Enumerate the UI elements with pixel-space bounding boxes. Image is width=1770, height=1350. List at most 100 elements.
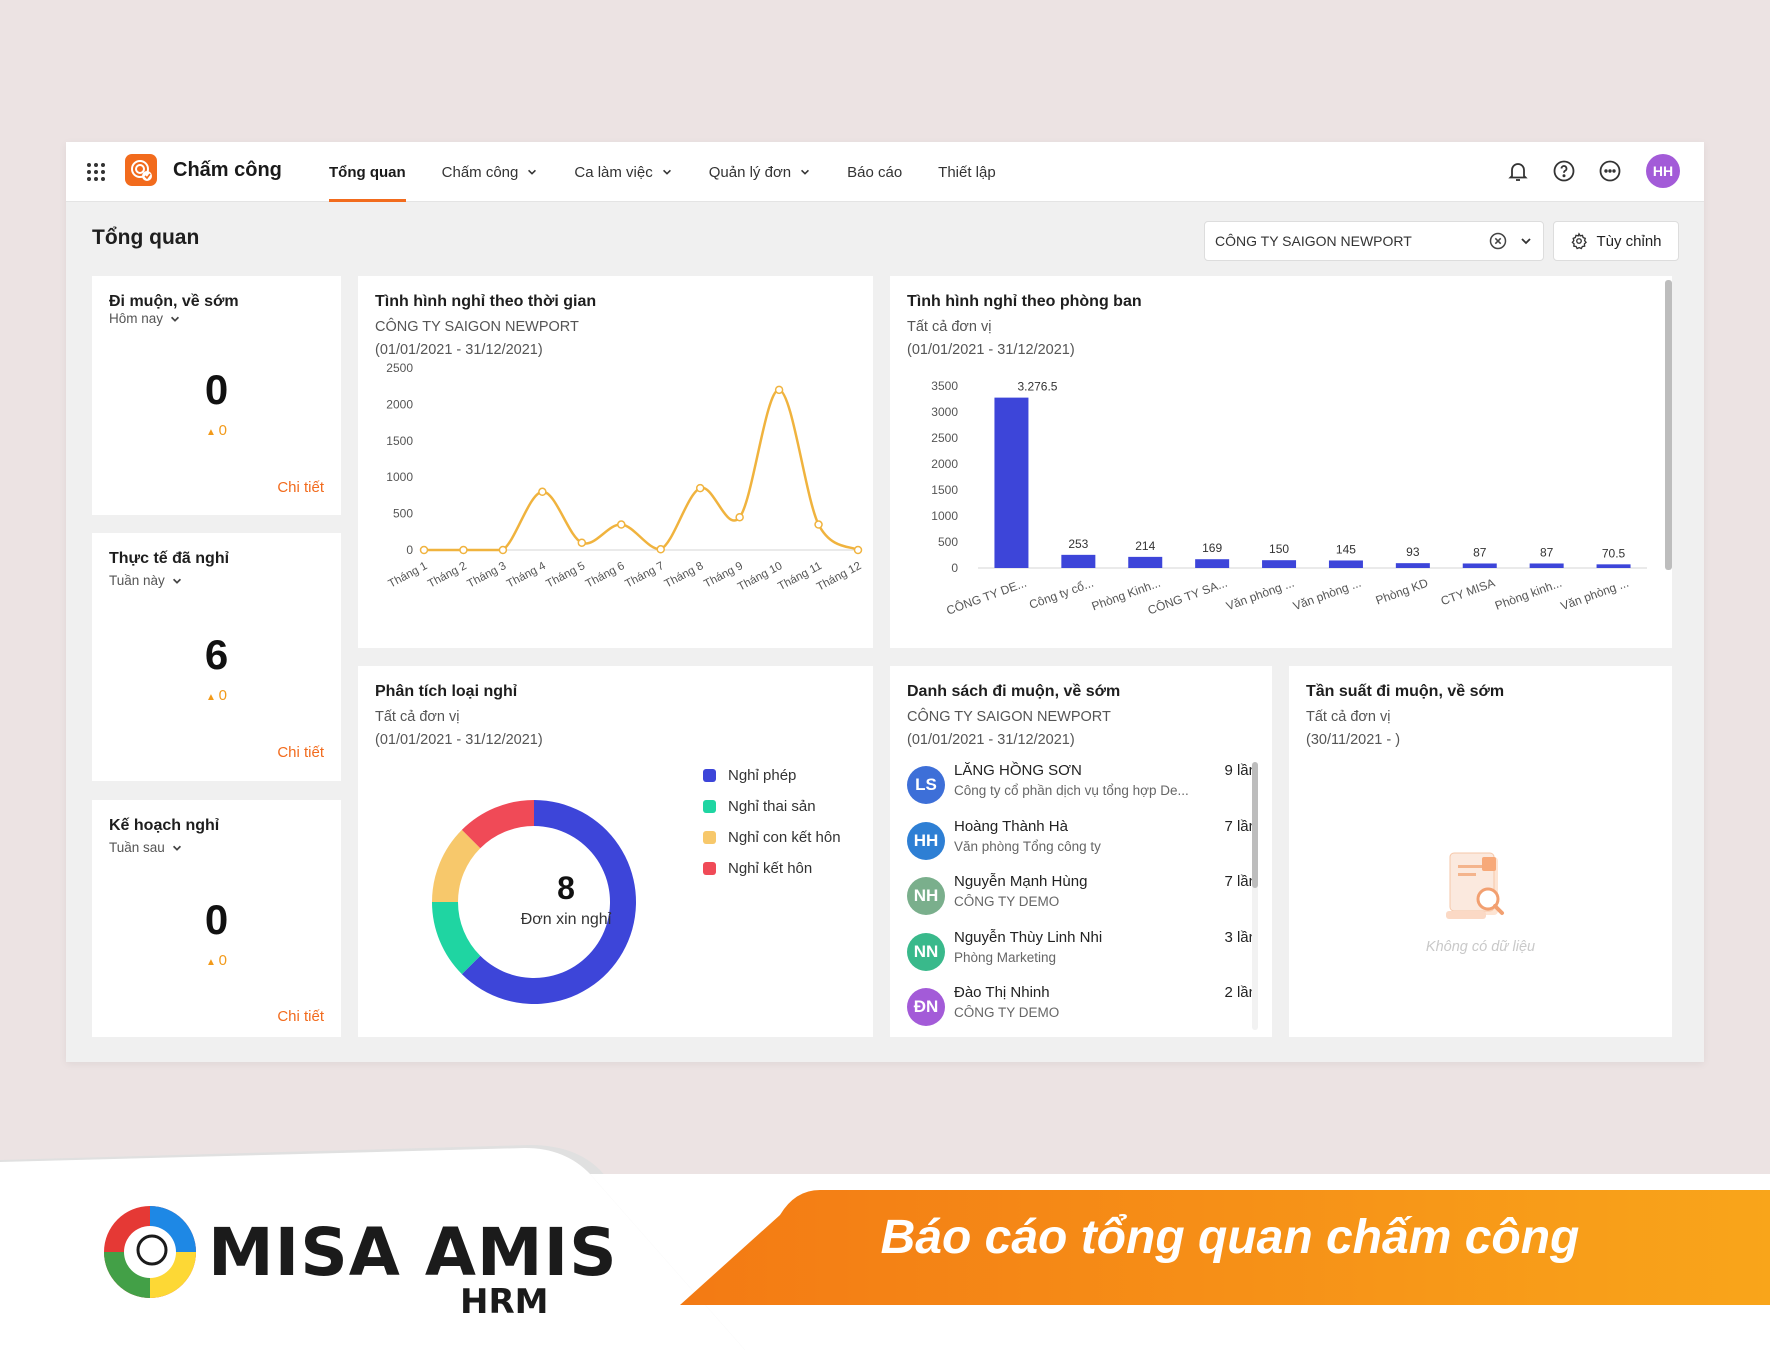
- data-point[interactable]: [774, 385, 784, 395]
- data-point[interactable]: [656, 545, 665, 554]
- apps-grid-icon[interactable]: [86, 162, 106, 182]
- x-tick-label: Tháng 6: [584, 560, 627, 590]
- scrollbar[interactable]: [1665, 280, 1672, 570]
- stat-card-title: Thực tế đã nghỉ: [109, 550, 230, 567]
- data-point[interactable]: [419, 545, 429, 555]
- data-point[interactable]: [695, 483, 705, 493]
- bar[interactable]: [1128, 556, 1163, 568]
- x-tick-label: Tháng 7: [623, 560, 666, 590]
- data-point[interactable]: [814, 520, 823, 529]
- detail-link[interactable]: Chi tiết: [277, 479, 324, 496]
- nav-item-5[interactable]: Thiết lập: [920, 142, 1014, 202]
- card-subtitle: CÔNG TY SAIGON NEWPORT: [907, 709, 1111, 725]
- nav-item-4[interactable]: Báo cáo: [829, 142, 920, 202]
- bar[interactable]: [1529, 563, 1564, 568]
- legend-item[interactable]: Nghỉ kết hôn: [703, 853, 841, 884]
- scrollbar-thumb[interactable]: [1252, 762, 1258, 888]
- more-icon[interactable]: [1596, 157, 1624, 185]
- bar[interactable]: [1061, 554, 1096, 568]
- leave-by-time-card: Tình hình nghỉ theo thời gian CÔNG TY SA…: [358, 276, 873, 648]
- bar[interactable]: [1195, 559, 1230, 568]
- company-select-value: CÔNG TY SAIGON NEWPORT: [1215, 233, 1412, 249]
- late-count: 2 lần: [1224, 984, 1257, 1001]
- legend-item[interactable]: Nghỉ phép: [703, 760, 841, 791]
- data-label: 87: [1540, 545, 1554, 559]
- data-point[interactable]: [498, 545, 508, 555]
- nav-item-label: Chấm công: [441, 163, 519, 181]
- bar[interactable]: [1262, 560, 1297, 568]
- data-point[interactable]: [538, 487, 547, 497]
- nav-item-2[interactable]: Ca làm việc: [556, 142, 690, 202]
- donut-slice[interactable]: [461, 800, 636, 1004]
- empty-text: Không có dữ liệu: [1425, 939, 1536, 955]
- stat-card-title: Đi muộn, về sớm: [109, 293, 239, 310]
- leave-type-donut: [432, 800, 636, 1004]
- avatar: HH: [907, 821, 945, 860]
- card-subtitle: CÔNG TY SAIGON NEWPORT: [375, 319, 579, 335]
- data-label: 93: [1406, 545, 1420, 559]
- stat-card-title: Kế hoạch nghỉ: [109, 817, 220, 834]
- nav-item-0[interactable]: Tổng quan: [311, 142, 424, 202]
- bar[interactable]: [1395, 563, 1430, 568]
- period-select[interactable]: Hôm nay: [109, 311, 181, 326]
- data-point[interactable]: [617, 520, 626, 529]
- nav-item-3[interactable]: Quản lý đơn: [691, 142, 829, 202]
- nav-item-1[interactable]: Chấm công: [424, 142, 557, 202]
- x-tick-label: Văn phòng ...: [1559, 576, 1631, 614]
- list-item[interactable]: LS LĂNG HỒNG SƠN Công ty cổ phần dịch vụ t…: [907, 762, 1257, 818]
- legend-item[interactable]: Nghỉ thai sản: [703, 791, 841, 822]
- help-icon[interactable]: [1550, 157, 1578, 185]
- data-point[interactable]: [853, 545, 863, 555]
- donut-slice[interactable]: [432, 829, 481, 902]
- bell-icon[interactable]: [1504, 157, 1532, 185]
- bar[interactable]: [1328, 560, 1363, 568]
- leave-type-card: Phân tích loại nghỉ Tất cả đơn vị (01/01…: [358, 666, 873, 1037]
- data-point[interactable]: [577, 538, 587, 547]
- app-name: Chấm công: [173, 159, 282, 181]
- list-item[interactable]: NH Nguyễn Mạnh Hùng CÔNG TY DEMO 7 lần: [907, 873, 1257, 929]
- clear-icon[interactable]: [1489, 232, 1507, 250]
- nav-item-label: Ca làm việc: [574, 163, 653, 181]
- period-select[interactable]: Tuần này: [109, 573, 183, 588]
- donut-slice[interactable]: [432, 902, 481, 975]
- scrollbar-track[interactable]: [1252, 762, 1258, 1030]
- chevron-down-icon[interactable]: [1519, 234, 1533, 248]
- bar[interactable]: [1596, 564, 1631, 568]
- stat-delta: ▲ 0: [92, 422, 341, 439]
- y-tick-label: 3500: [931, 379, 958, 393]
- employee-org: Phòng Marketing: [954, 949, 1057, 965]
- customize-label: Tùy chỉnh: [1596, 232, 1662, 250]
- chevron-down-icon: [172, 578, 181, 584]
- y-tick-label: 1000: [931, 509, 958, 523]
- bar[interactable]: [1462, 563, 1497, 568]
- app-window: Chấm công Tổng quan Chấm công Ca làm việc Q…: [66, 142, 1704, 1062]
- top-bar: Chấm công Tổng quan Chấm công Ca làm việc Q…: [66, 142, 1704, 202]
- data-point[interactable]: [735, 512, 744, 522]
- x-tick-label: Tháng 1: [387, 560, 430, 590]
- y-tick-label: 2500: [386, 361, 413, 375]
- user-avatar[interactable]: HH: [1646, 154, 1680, 188]
- x-tick-label: Tháng 2: [426, 560, 469, 590]
- list-item[interactable]: NN Nguyễn Thùy Linh Nhi Phòng Marketing 3 l…: [907, 929, 1257, 985]
- y-tick-label: 2000: [931, 457, 958, 471]
- bar[interactable]: [994, 397, 1029, 568]
- data-label: 145: [1336, 542, 1356, 556]
- detail-link[interactable]: Chi tiết: [277, 1008, 324, 1025]
- up-triangle-icon: ▲: [205, 692, 219, 703]
- legend-item[interactable]: Nghỉ con kết hôn: [703, 822, 841, 853]
- card-date-range: (01/01/2021 - 31/12/2021): [375, 732, 543, 748]
- detail-link[interactable]: Chi tiết: [277, 744, 324, 761]
- company-select[interactable]: CÔNG TY SAIGON NEWPORT: [1204, 221, 1544, 261]
- chevron-down-icon: [172, 845, 181, 851]
- list-item[interactable]: HH Hoàng Thành Hà Văn phòng Tổng công ty 7 …: [907, 818, 1257, 874]
- donut-slice[interactable]: [461, 800, 534, 849]
- employee-name: LĂNG HỒNG SƠN: [954, 762, 1082, 779]
- customize-button[interactable]: Tùy chỉnh: [1553, 221, 1679, 261]
- series-line: [423, 388, 859, 552]
- period-select[interactable]: Tuần sau: [109, 840, 183, 855]
- data-point[interactable]: [459, 545, 468, 555]
- stat-delta-value: 0: [218, 687, 228, 704]
- list-item[interactable]: ĐN Đào Thị Nhinh CÔNG TY DEMO 2 lần: [907, 984, 1257, 1040]
- employee-org: Công ty cổ phần dịch vụ tổng hợp De...: [954, 783, 1189, 798]
